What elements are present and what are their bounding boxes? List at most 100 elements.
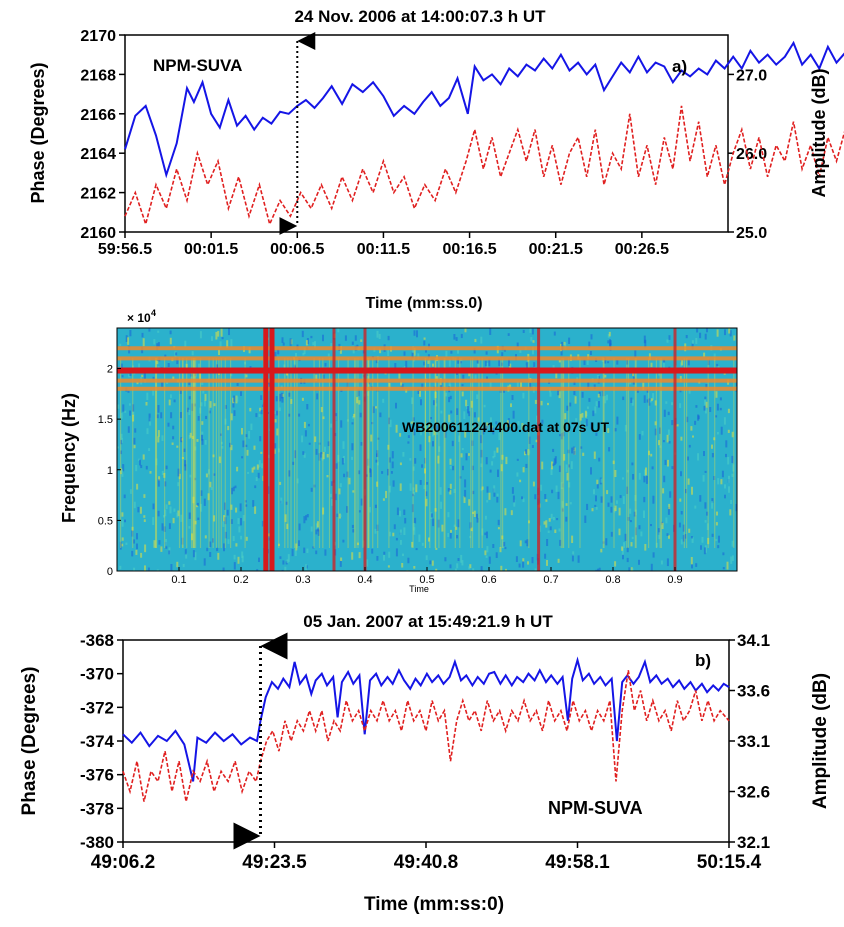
spectrogram-speck [127, 390, 130, 393]
spectrogram-speck [652, 552, 655, 558]
spectrogram-speck [255, 477, 258, 482]
spectrogram-speck [135, 465, 138, 472]
spectrogram-speck [557, 389, 560, 396]
spectrogram-speck [414, 458, 417, 464]
spectrogram-speck [662, 440, 665, 443]
spectrogram-speck [381, 471, 384, 474]
spectrogram-speck [169, 337, 172, 345]
spectrogram-speck [547, 402, 549, 406]
spectrogram-streak [287, 358, 289, 548]
spectrogram-speck [455, 337, 458, 341]
spectrogram-speck [688, 388, 691, 394]
spectrogram-speck [211, 336, 213, 341]
spectrogram-speck [469, 522, 472, 529]
spectrogram-speck [474, 338, 477, 343]
spectrogram-speck [618, 528, 621, 536]
spectrogram-speck [156, 361, 159, 365]
spectrogram-speck [454, 568, 457, 571]
spectrogram-speck [368, 382, 370, 385]
spectrogram-speck [148, 448, 151, 451]
spectrogram-speck [146, 392, 149, 401]
spectrogram-speck [619, 495, 622, 499]
spectrogram-speck [207, 469, 210, 475]
spectrogram-speck [227, 426, 230, 431]
spectrogram-speck [488, 358, 491, 367]
spectrogram-speck [607, 502, 610, 507]
spectrogram-speck [189, 432, 192, 438]
spectrogram-speck [129, 410, 132, 416]
spectrogram-speck [327, 441, 330, 447]
spectrogram-speck [199, 407, 202, 414]
left-y-tick-label: -380 [80, 833, 114, 852]
spectrogram-speck [718, 535, 720, 543]
spectrogram-streak [164, 358, 166, 548]
spectrogram-speck [521, 496, 523, 500]
spectrogram-speck [181, 457, 184, 460]
spectrogram-speck [296, 478, 299, 484]
spectrogram-speck [468, 566, 471, 570]
spectrogram-speck [438, 446, 441, 452]
spectrogram-speck [700, 545, 702, 550]
spectrogram-speck [492, 544, 495, 548]
spectrogram-speck [238, 526, 241, 533]
spectrogram-speck [305, 340, 308, 346]
spectrogram-speck [322, 374, 325, 380]
spectrogram-speck [240, 391, 242, 396]
spectrogram-speck [423, 340, 426, 346]
spectrogram-speck [532, 481, 535, 487]
spectrogram-speck [462, 374, 465, 381]
spectrogram-speck [140, 552, 143, 558]
spectrogram-speck [163, 514, 165, 518]
spectrogram-speck [231, 487, 233, 495]
spectrogram-multiplier-exp: 4 [151, 308, 156, 318]
spectrogram-speck [579, 413, 582, 421]
spectrogram-speck [144, 544, 147, 553]
spectrogram-speck [557, 491, 560, 500]
spectrogram-speck [419, 444, 422, 451]
spectrogram-speck [121, 537, 124, 541]
spectrogram-speck [184, 549, 187, 555]
spectrogram-speck [476, 394, 479, 399]
spectrogram-speck [516, 381, 519, 388]
spectrogram-speck [128, 403, 131, 406]
spectrogram-speck [614, 561, 617, 567]
spectrogram-speck [188, 526, 191, 529]
spectrogram-speck [232, 486, 235, 492]
spectrogram-speck [666, 558, 669, 567]
spectrogram-speck [665, 401, 668, 404]
spectrogram-speck [482, 427, 485, 435]
spectrogram-speck [175, 352, 178, 356]
spectrogram-speck [342, 441, 345, 449]
spectrogram-speck [548, 518, 551, 522]
spectrogram-speck [201, 382, 204, 385]
spectrogram-speck [298, 540, 300, 546]
spectrogram-speck [312, 546, 315, 549]
spectrogram-speck [274, 443, 277, 449]
spectrogram-speck [525, 463, 528, 468]
spectrogram-speck [220, 328, 223, 337]
spectrogram-speck [247, 471, 250, 474]
spectrogram-speck [567, 449, 570, 454]
spectrogram-speck [483, 404, 486, 408]
spectrogram-speck [593, 489, 595, 495]
spectrogram-speck [449, 419, 452, 425]
spectrogram-streak [733, 358, 735, 548]
spectrogram-streak [191, 358, 193, 548]
spectrogram-speck [717, 545, 720, 549]
spectrogram-speck [322, 507, 325, 515]
spectrogram-speck [485, 425, 488, 429]
spectrogram-speck [182, 563, 185, 568]
panel-a-xlabel: Time (mm:ss.0) [365, 295, 482, 312]
spectrogram-speck [412, 523, 415, 531]
spectrogram-speck [468, 453, 470, 456]
spectrogram-speck [480, 435, 483, 444]
spectrogram-speck [695, 338, 698, 344]
spectrogram-speck [480, 488, 483, 492]
spectrogram-speck [641, 430, 644, 436]
spectrogram-speck [633, 511, 636, 517]
panel-a-ylabel-right: Amplitude (dB) [809, 69, 829, 198]
spectrogram-speck [316, 393, 319, 400]
spectrogram-axes: 0.1 0.2 0.3 0.4 0.5 0.6 0.7 0.8 0.9 0 0.5 1 1.5 2 [98, 364, 683, 587]
spectrogram-speck [644, 339, 647, 348]
spectrogram-streaks [120, 358, 735, 548]
